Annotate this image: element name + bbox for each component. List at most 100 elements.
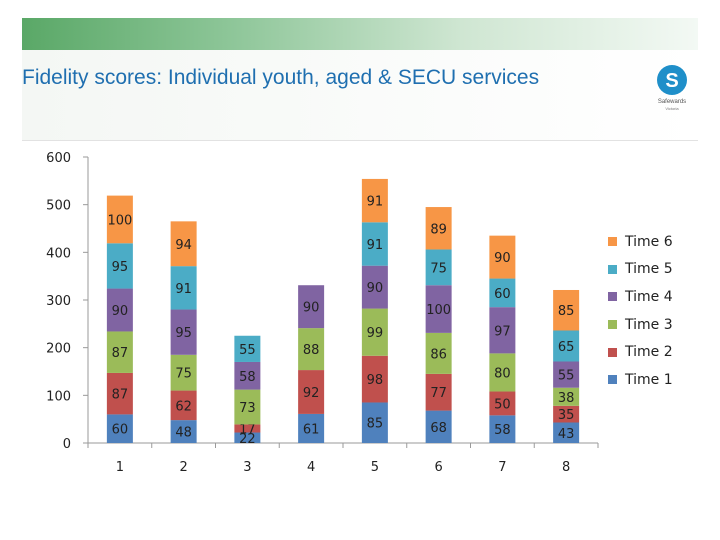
bar-segment: [489, 353, 516, 392]
legend-swatch: [608, 347, 617, 357]
legend-item: Time 3: [608, 311, 673, 339]
bar-segment: [298, 370, 325, 414]
bar-data-label: 68: [430, 421, 447, 436]
bar-segment: [361, 355, 388, 403]
bar-data-label: 35: [558, 408, 575, 423]
bar-data-label: 90: [367, 281, 384, 296]
bar-segment: [106, 243, 133, 289]
legend-label: Time 6: [625, 233, 673, 250]
bar-data-label: 22: [239, 432, 256, 447]
bar-data-label: 38: [558, 391, 575, 406]
bar-data-label: 99: [367, 326, 384, 341]
y-tick-label: 500: [46, 199, 71, 214]
bar-data-label: 73: [239, 401, 256, 416]
bar-data-label: 50: [494, 397, 511, 412]
bar-segment: [425, 373, 452, 411]
bar-data-label: 100: [426, 303, 451, 318]
bar-data-label: 80: [494, 366, 511, 381]
legend-label: Time 3: [625, 316, 673, 333]
bar-data-label: 17: [239, 422, 256, 437]
y-tick-label: 200: [46, 342, 71, 357]
bar-segment: [553, 405, 580, 423]
bar-data-label: 87: [112, 388, 129, 403]
chart-legend: Time 6 Time 5 Time 4 Time 3 Time 2 Time 1: [608, 228, 673, 394]
bar-segment: [234, 389, 261, 425]
legend-swatch: [608, 375, 617, 385]
bar-data-label: 98: [367, 373, 384, 388]
x-tick-label: 6: [434, 460, 442, 475]
legend-label: Time 4: [625, 288, 673, 305]
bar-segment: [298, 328, 325, 371]
bar-data-label: 90: [494, 251, 511, 266]
bar-data-label: 87: [112, 346, 129, 361]
bar-segment: [361, 402, 388, 443]
bar-data-label: 58: [239, 370, 256, 385]
bar-data-label: 90: [303, 301, 320, 316]
bar-segment: [170, 309, 197, 355]
bar-data-label: 88: [303, 343, 320, 358]
bar-data-label: 75: [175, 367, 192, 382]
x-tick-label: 3: [243, 460, 251, 475]
bar-segment: [234, 361, 261, 390]
bar-segment: [425, 332, 452, 374]
bar-data-label: 60: [494, 287, 511, 302]
bar-segment: [170, 390, 197, 421]
legend-item: Time 4: [608, 283, 673, 311]
bar-data-label: 89: [430, 222, 447, 237]
legend-item: Time 2: [608, 338, 673, 366]
bar-segment: [234, 432, 261, 443]
y-tick-label: 100: [46, 389, 71, 404]
bar-data-label: 91: [367, 238, 384, 253]
bar-segment: [170, 420, 197, 443]
bar-data-label: 94: [175, 238, 192, 253]
legend-swatch: [608, 292, 617, 302]
bar-segment: [425, 207, 452, 250]
legend-swatch: [608, 237, 617, 247]
bar-data-label: 95: [112, 260, 129, 275]
header-banner: [22, 18, 698, 141]
legend-label: Time 1: [625, 371, 673, 388]
legend-item: Time 1: [608, 366, 673, 394]
bar-data-label: 77: [430, 386, 447, 401]
bar-segment: [489, 307, 516, 354]
legend-label: Time 2: [625, 344, 673, 361]
bar-data-label: 55: [558, 369, 575, 384]
bar-data-label: 85: [558, 304, 575, 319]
bar-segment: [170, 221, 197, 267]
logo-caption: Safewards: [658, 99, 686, 105]
bar-segment: [489, 415, 516, 443]
y-tick-label: 300: [46, 294, 71, 309]
safewards-logo: S Safewards Victoria: [657, 65, 687, 111]
bar-segment: [489, 278, 516, 308]
x-tick-label: 7: [498, 460, 506, 475]
bar-segment: [489, 235, 516, 279]
bar-data-label: 97: [494, 324, 511, 339]
bar-segment: [298, 285, 325, 329]
header-panel: [22, 50, 698, 141]
bar-segment: [170, 266, 197, 310]
legend-swatch: [608, 264, 617, 274]
bar-segment: [361, 178, 388, 223]
bar-segment: [106, 288, 133, 332]
header-gradient-bar: [22, 18, 698, 50]
legend-item: Time 5: [608, 256, 673, 284]
bar-segment: [361, 308, 388, 356]
legend-label: Time 5: [625, 261, 673, 278]
bar-segment: [553, 289, 580, 331]
bar-segment: [425, 285, 452, 333]
bar-data-label: 95: [175, 326, 192, 341]
x-tick-label: 4: [307, 460, 315, 475]
bar-data-label: 91: [367, 195, 384, 210]
bar-data-label: 60: [112, 423, 129, 438]
bar-segment: [553, 387, 580, 406]
bar-segment: [298, 413, 325, 443]
bar-data-label: 92: [303, 386, 320, 401]
x-tick-label: 1: [116, 460, 124, 475]
bar-data-label: 58: [494, 423, 511, 438]
bar-segment: [425, 249, 452, 286]
bar-data-label: 85: [367, 417, 384, 432]
bar-data-label: 100: [107, 213, 132, 228]
page-title: Fidelity scores: Individual youth, aged …: [22, 66, 540, 89]
x-tick-label: 8: [562, 460, 570, 475]
